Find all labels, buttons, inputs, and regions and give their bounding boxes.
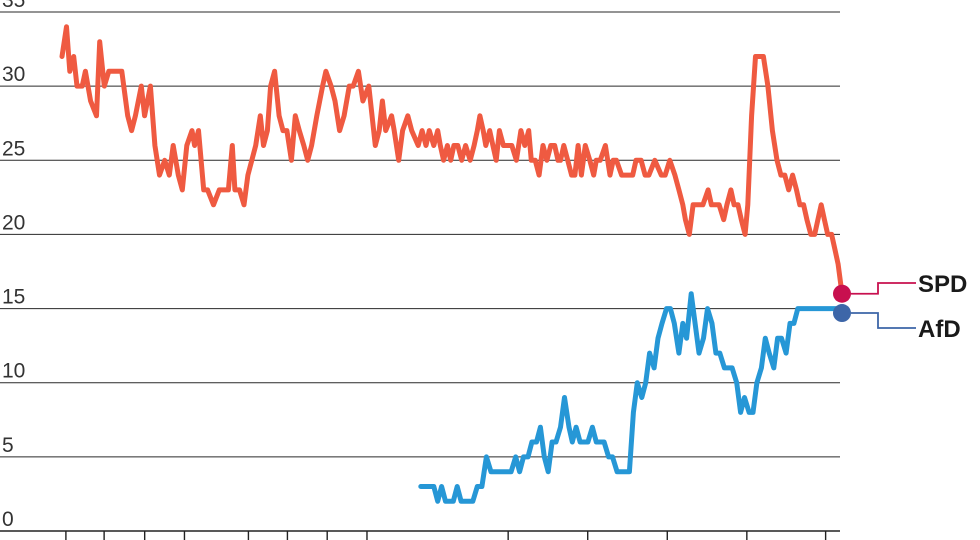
series-lines [59, 24, 851, 504]
y-tick-label-25: 25 [2, 137, 25, 160]
y-tick-label-20: 20 [2, 211, 25, 234]
leader-line-spd [851, 282, 916, 295]
y-tick-label-30: 30 [2, 63, 25, 86]
y-tick-label-5: 5 [2, 434, 14, 457]
series-line-spd [59, 24, 845, 297]
series-end-labels: SPD AfD [851, 271, 967, 343]
y-tick-label-15: 15 [2, 286, 25, 309]
y-tick-label-10: 10 [2, 360, 25, 383]
y-tick-label-0: 0 [2, 508, 14, 531]
leader-line-afd [851, 312, 916, 329]
y-axis-tick-labels: 0 5 10 15 20 25 30 35 [2, 0, 25, 531]
end-marker-spd [833, 284, 851, 303]
x-axis-ticks [65, 531, 827, 540]
series-label-spd: SPD [918, 271, 967, 298]
end-marker-afd [833, 304, 851, 323]
series-line-afd [418, 291, 845, 504]
series-label-afd: AfD [918, 316, 961, 343]
y-tick-label-35: 35 [2, 0, 25, 12]
